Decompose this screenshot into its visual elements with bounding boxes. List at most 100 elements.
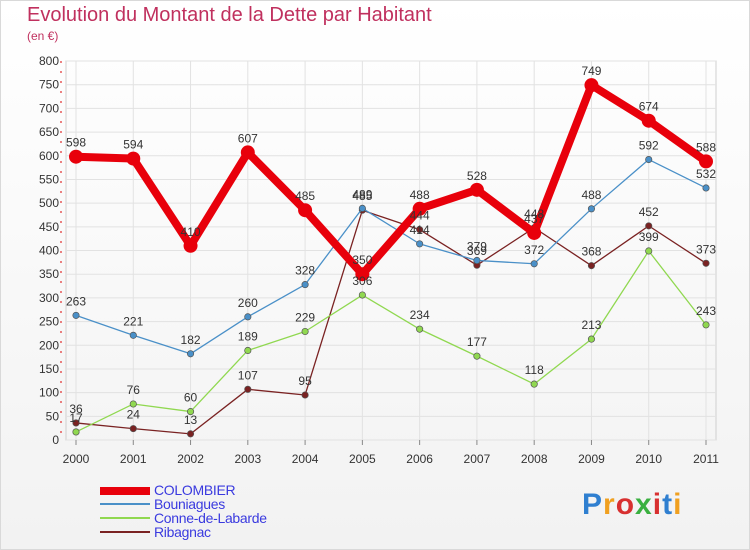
data-label: 448	[524, 207, 544, 221]
logo-letter: r	[603, 488, 616, 521]
data-label: 594	[123, 138, 143, 152]
data-label: 444	[410, 209, 430, 223]
data-point	[72, 311, 80, 319]
series-line-conne-de-labarde	[75, 250, 707, 433]
data-point	[72, 419, 80, 427]
data-point	[469, 182, 484, 197]
logo-letter: i	[673, 488, 683, 521]
x-tick-label: 2011	[693, 452, 719, 466]
series-line-ribagnac	[75, 209, 707, 435]
proxiti-logo: Proxiti	[582, 488, 682, 522]
data-label: 528	[467, 169, 487, 183]
data-label: 437	[524, 212, 544, 226]
data-label: 17	[69, 411, 83, 425]
data-label: 592	[639, 139, 659, 153]
data-label: 674	[639, 100, 659, 114]
data-point	[72, 428, 80, 436]
y-tick-label: 250	[39, 315, 59, 329]
data-point	[645, 155, 653, 164]
legend-swatch-conne-de-labarde	[100, 517, 150, 519]
x-tick-label: 2010	[635, 452, 662, 466]
data-point	[301, 327, 309, 336]
x-tick-label: 2004	[292, 452, 319, 466]
y-tick-label: 600	[39, 149, 59, 163]
y-tick-label: 300	[39, 291, 59, 305]
data-point	[584, 78, 599, 93]
data-label: 177	[467, 335, 487, 349]
data-point	[298, 203, 313, 218]
data-label: 221	[123, 314, 143, 328]
data-label: 372	[524, 243, 544, 257]
data-point	[702, 321, 710, 329]
data-point	[244, 313, 252, 321]
data-label: 488	[410, 188, 430, 202]
data-label: 532	[696, 167, 716, 181]
data-point	[416, 325, 424, 333]
y-tick-label: 550	[39, 172, 59, 186]
data-point	[183, 238, 198, 253]
data-point	[416, 226, 424, 234]
data-label: 263	[66, 294, 86, 308]
data-point	[645, 222, 653, 230]
data-label: 373	[696, 242, 716, 256]
data-label: 607	[238, 131, 258, 145]
data-point	[129, 331, 137, 339]
data-point	[473, 352, 481, 360]
y-tick-label: 150	[39, 362, 59, 376]
data-point	[416, 240, 424, 248]
x-tick-label: 2000	[63, 452, 90, 466]
data-point	[244, 385, 252, 393]
y-tick-label: 500	[39, 196, 59, 210]
data-point	[186, 350, 195, 358]
x-tick-label: 2001	[120, 452, 147, 466]
legend-label-conne-de-labarde: Conne-de-Labarde	[154, 510, 267, 526]
y-tick-label: 400	[39, 244, 59, 258]
y-tick-label: 450	[39, 220, 59, 234]
data-label: 243	[696, 304, 716, 318]
x-tick-label: 2002	[177, 452, 204, 466]
y-tick-label: 100	[39, 386, 59, 400]
y-tick-label: 50	[46, 409, 60, 423]
data-point	[126, 151, 141, 166]
y-tick-label: 750	[39, 78, 59, 92]
data-label: 410	[181, 225, 201, 239]
data-label: 13	[184, 413, 198, 427]
logo-letter: P	[582, 488, 604, 521]
logo-letter: i	[652, 488, 663, 521]
x-tick-label: 2008	[521, 452, 548, 466]
data-label: 414	[410, 223, 430, 237]
data-point	[530, 260, 538, 268]
legend-swatch-colombier	[100, 487, 150, 495]
data-label: 368	[581, 245, 601, 259]
data-label: 379	[467, 239, 487, 253]
data-point	[355, 267, 370, 282]
logo-letter: x	[635, 488, 653, 521]
data-point	[702, 184, 710, 192]
chart-unit: (en €)	[27, 29, 59, 43]
data-label: 369	[467, 244, 487, 258]
data-label: 76	[127, 383, 141, 397]
data-label: 107	[238, 368, 258, 382]
legend-label-colombier: COLOMBIER	[154, 482, 236, 498]
data-point	[641, 113, 656, 128]
data-point	[301, 391, 309, 399]
data-point	[69, 149, 83, 164]
y-tick-label: 700	[39, 101, 59, 115]
x-tick-label: 2005	[349, 452, 376, 466]
data-label: 306	[352, 274, 372, 288]
data-label: 489	[352, 187, 372, 201]
data-point	[587, 205, 596, 213]
data-label: 350	[352, 253, 372, 267]
data-label: 452	[639, 205, 659, 219]
series-line-colombier	[72, 81, 710, 279]
data-label: 229	[295, 311, 315, 325]
data-label: 118	[525, 363, 544, 377]
data-point	[358, 291, 366, 299]
data-label: 234	[410, 308, 430, 322]
chart-title: Evolution du Montant de la Dette par Hab…	[27, 4, 432, 26]
data-label: 399	[639, 230, 659, 244]
data-point	[645, 247, 653, 255]
data-label: 485	[352, 189, 372, 203]
y-tick-label: 650	[39, 125, 59, 139]
